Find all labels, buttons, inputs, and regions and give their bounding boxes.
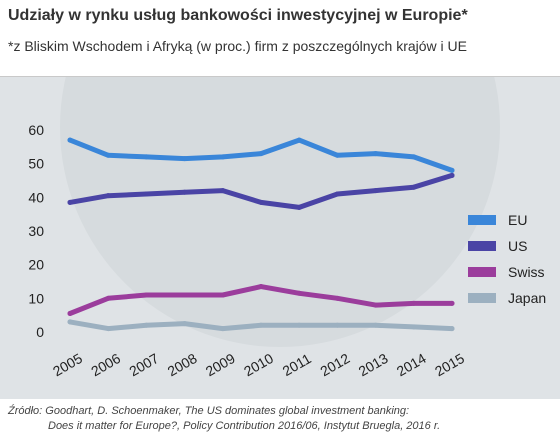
x-tick-label: 2009 [203,350,238,380]
legend-swatch-japan [468,293,496,303]
data-point-japan [296,322,302,328]
data-point-japan [411,324,417,330]
x-tick-label: 2007 [126,350,161,380]
data-point-eu [258,151,264,157]
source-footer: Źródło: Goodhart, D. Schoenmaker, The US… [0,399,560,440]
data-point-japan [182,321,188,327]
y-tick-label: 40 [28,189,44,205]
data-point-japan [220,326,226,332]
source-line-1: Źródło: Goodhart, D. Schoenmaker, The US… [8,405,410,417]
series-line-swiss [67,284,455,316]
data-point-swiss [411,300,417,306]
data-point-japan [449,326,455,332]
y-tick-label: 20 [28,257,44,273]
data-point-eu [105,152,111,158]
x-tick-label: 2005 [50,350,85,380]
data-point-eu [373,151,379,157]
data-point-us [182,189,188,195]
data-point-swiss [67,310,73,316]
chart-subtitle: *z Bliskim Wschodem i Afryką (w proc.) f… [8,38,467,54]
data-point-japan [258,322,264,328]
y-tick-label: 0 [36,324,44,340]
data-point-swiss [334,295,340,301]
data-point-eu [182,156,188,162]
legend-swatch-us [468,241,496,251]
data-point-us [296,204,302,210]
data-point-us [220,188,226,194]
data-point-japan [67,319,73,325]
x-tick-label: 2013 [356,350,391,380]
data-point-us [449,172,455,178]
data-point-us [105,193,111,199]
legend-label-swiss: Swiss [508,264,545,280]
y-tick-label: 30 [28,223,44,239]
x-tick-label: 2008 [165,350,200,380]
chart-title: Udziały w rynku usług bankowości inwesty… [8,7,468,24]
legend-label-eu: EU [508,212,527,228]
data-point-us [67,199,73,205]
data-point-japan [334,322,340,328]
legend-label-us: US [508,238,527,254]
legend-swatch-eu [468,215,496,225]
x-tick-label: 2014 [394,350,429,380]
data-point-eu [334,152,340,158]
data-point-eu [143,154,149,160]
data-point-us [143,191,149,197]
y-tick-label: 10 [28,290,44,306]
y-tick-label: 60 [28,122,44,138]
legend-label-japan: Japan [508,290,546,306]
x-tick-label: 2010 [241,350,276,380]
source-line-2: Does it matter for Europe?, Policy Contr… [48,420,441,432]
x-tick-label: 2012 [317,350,352,380]
legend-swatch-swiss [468,267,496,277]
y-tick-label: 50 [28,156,44,172]
data-point-japan [373,322,379,328]
data-point-swiss [220,292,226,298]
data-point-swiss [143,292,149,298]
x-tick-label: 2011 [280,350,314,379]
data-point-japan [143,322,149,328]
data-point-eu [67,137,73,143]
data-point-swiss [373,302,379,308]
data-point-eu [411,154,417,160]
data-point-swiss [296,290,302,296]
data-point-us [258,199,264,205]
x-tick-label: 2015 [432,350,467,380]
data-point-us [411,184,417,190]
data-point-swiss [182,292,188,298]
x-tick-label: 2006 [88,350,123,380]
data-point-us [373,188,379,194]
plot-area: 0 10 20 30 40 50 60 2005 2006 2007 2008 2009 2010 201… [0,77,560,399]
data-point-swiss [258,284,264,290]
data-point-eu [220,154,226,160]
data-point-eu [296,137,302,143]
data-point-us [334,191,340,197]
chart-header: Udziały w rynku usług bankowości inwesty… [0,0,560,77]
data-point-swiss [449,300,455,306]
data-point-swiss [105,295,111,301]
data-point-japan [105,326,111,332]
data-point-eu [449,167,455,173]
